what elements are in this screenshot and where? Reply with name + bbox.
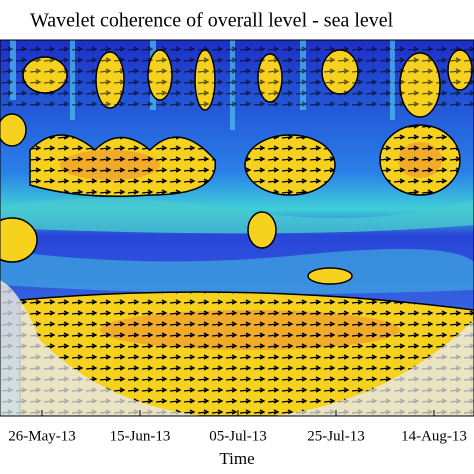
- coherence-field: [0, 40, 474, 416]
- x-tick-label: 14-Aug-13: [401, 428, 467, 444]
- x-tick-label: 26-May-13: [8, 428, 76, 444]
- x-tick-label: 15-Jun-13: [110, 428, 171, 444]
- x-axis-label: Time: [219, 449, 254, 468]
- x-tick-label: 05-Jul-13: [209, 428, 267, 444]
- x-tick-label: 25-Jul-13: [307, 428, 365, 444]
- chart-title: Wavelet coherence of overall level - sea…: [30, 10, 394, 32]
